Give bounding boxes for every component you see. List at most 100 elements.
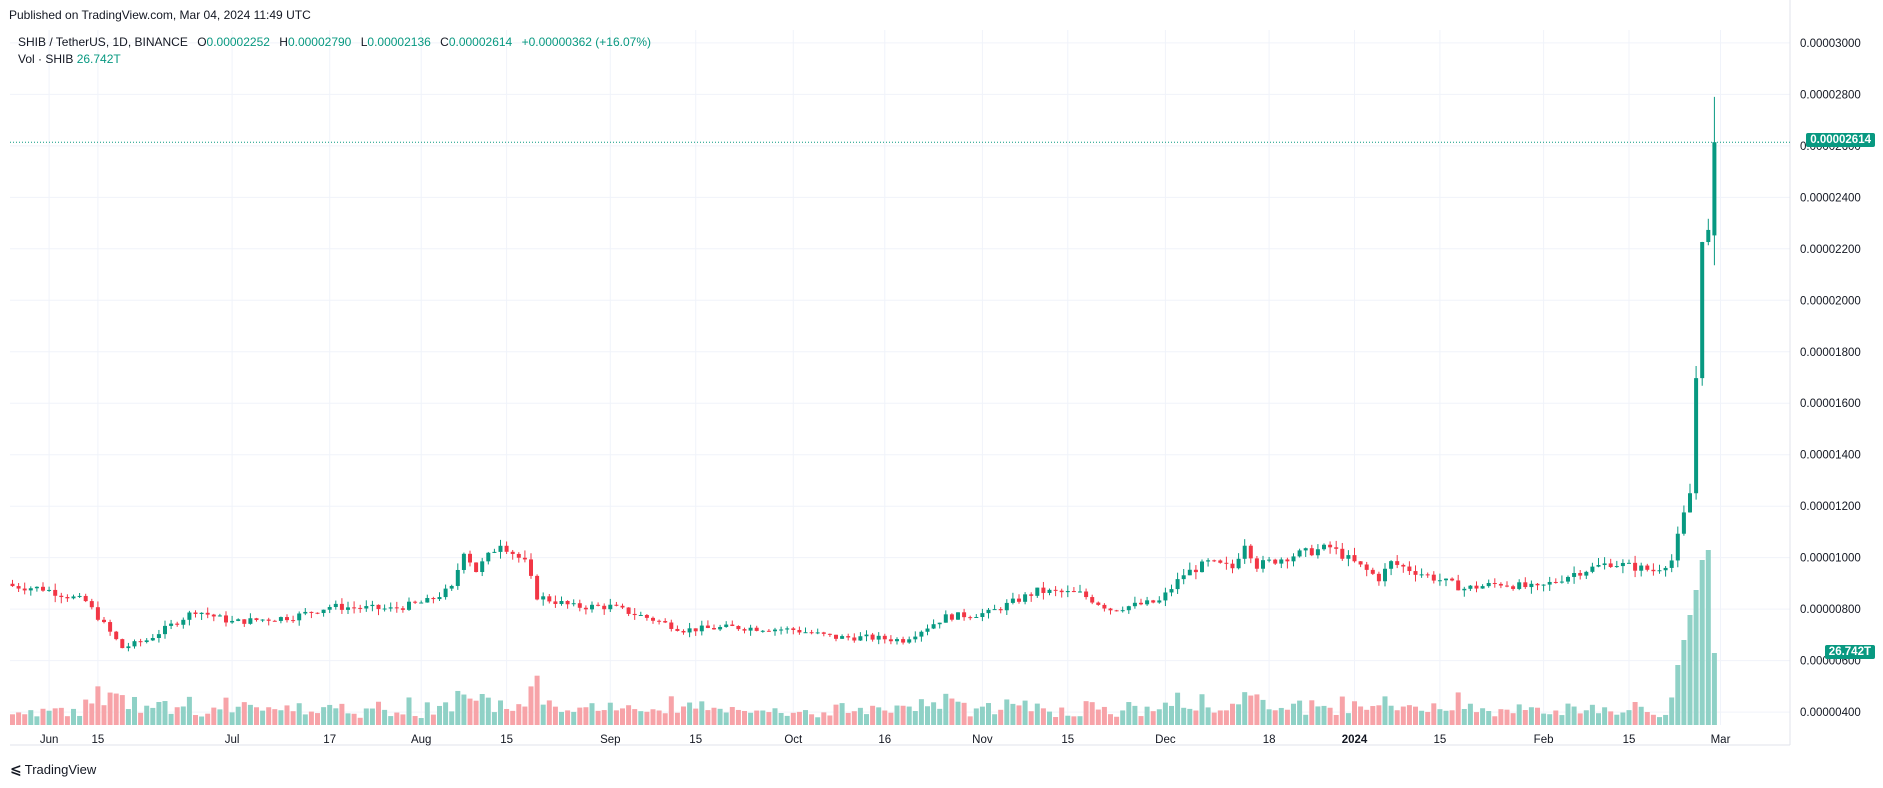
volume-bar (650, 709, 656, 725)
volume-bar (1040, 708, 1046, 725)
volume-bar (144, 705, 150, 725)
candle-body (1279, 559, 1284, 564)
candle-body (1566, 576, 1570, 582)
tradingview-brand[interactable]: ⩽ TradingView (10, 761, 96, 778)
x-tick-label: Mar (1711, 734, 1731, 746)
candle-body (1474, 585, 1479, 589)
volume-bar (918, 699, 924, 725)
volume-bar (1352, 701, 1357, 725)
candle-body (980, 613, 985, 617)
candle-body (41, 586, 45, 591)
candle-body (315, 612, 320, 614)
candle-body (10, 583, 15, 587)
volume-bar (28, 710, 34, 725)
volume-bar (260, 710, 266, 725)
candle-body (156, 634, 161, 639)
candle-body (376, 604, 381, 610)
candle-body (492, 551, 497, 553)
volume-label[interactable]: Vol · SHIB (18, 52, 74, 66)
candle-body (748, 627, 753, 631)
volume-bar (735, 709, 741, 725)
volume-bar (925, 706, 930, 725)
volume-bar (1669, 697, 1675, 725)
volume-bar (1644, 712, 1650, 725)
volume-bar (1022, 700, 1028, 725)
volume-bar (308, 711, 314, 725)
volume-bar (1321, 705, 1327, 725)
candle-body (34, 586, 39, 589)
candle-body (803, 632, 808, 634)
candle-body (779, 629, 784, 631)
candle-body (815, 632, 820, 634)
candle-body (333, 603, 338, 608)
candle-body (1657, 570, 1662, 572)
candle-body (437, 597, 442, 600)
candle-body (669, 622, 674, 629)
volume-bar (1083, 701, 1089, 725)
volume-bar (1150, 711, 1156, 725)
volume-bar (534, 675, 540, 725)
candle-body (1694, 378, 1699, 494)
volume-bar (461, 694, 467, 725)
y-tick-label: 0.00001800 (1800, 347, 1861, 359)
volume-bar (717, 708, 723, 725)
candle-body (907, 639, 912, 643)
volume-bar (1053, 717, 1059, 725)
volume-bar (973, 708, 979, 725)
volume-bar (1400, 706, 1406, 725)
candle-body (1358, 561, 1363, 565)
volume-bar (52, 708, 58, 725)
volume-bar (1089, 702, 1095, 725)
volume-bar (1480, 708, 1486, 725)
volume-bar (1217, 710, 1223, 725)
candle-body (760, 630, 765, 632)
candle-body (1370, 569, 1375, 574)
volume-bar (729, 707, 735, 725)
candle-body (1285, 559, 1290, 562)
candle-body (882, 635, 887, 640)
candle-body (901, 639, 906, 643)
candle-body (943, 614, 948, 623)
candle-body (297, 613, 302, 621)
candle-body (303, 611, 308, 614)
volume-bar (132, 696, 137, 725)
volume-bar (193, 715, 198, 725)
candle-body (388, 607, 393, 609)
volume-bar (681, 706, 686, 725)
volume-bar (186, 696, 192, 725)
volume-bar (1339, 696, 1345, 725)
candle-body (407, 601, 411, 610)
candle-body (71, 596, 76, 599)
volume-bar (1522, 710, 1528, 725)
volume-bar (223, 697, 229, 725)
volume-bar (528, 686, 534, 725)
candle-body (791, 628, 796, 630)
volume-bar (687, 702, 693, 725)
candle-body (1669, 560, 1674, 568)
candle-body (1498, 583, 1503, 586)
volume-bar (1297, 700, 1303, 725)
x-tick-label: Oct (784, 734, 803, 746)
volume-bar (485, 697, 491, 725)
candle-body (1315, 549, 1320, 556)
volume-bar (77, 715, 83, 725)
candle-body (1383, 568, 1387, 582)
candle-body (1017, 598, 1021, 602)
candle-body (394, 607, 399, 609)
volume-bar (10, 714, 15, 725)
volume-bar (559, 711, 564, 725)
candle-body (181, 619, 186, 625)
candle-body (1559, 581, 1564, 583)
volume-bar (107, 692, 113, 725)
candle-body (565, 601, 570, 605)
candle-body (1572, 573, 1577, 577)
symbol-label[interactable]: SHIB / TetherUS, 1D, BINANCE (18, 35, 188, 49)
volume-bar (1388, 705, 1394, 725)
volume-bar (1474, 712, 1479, 725)
candle-body (1486, 582, 1491, 587)
volume-bar (376, 701, 381, 725)
volume-bar (1144, 706, 1150, 725)
volume-bar (467, 698, 473, 725)
candle-body (22, 588, 27, 591)
